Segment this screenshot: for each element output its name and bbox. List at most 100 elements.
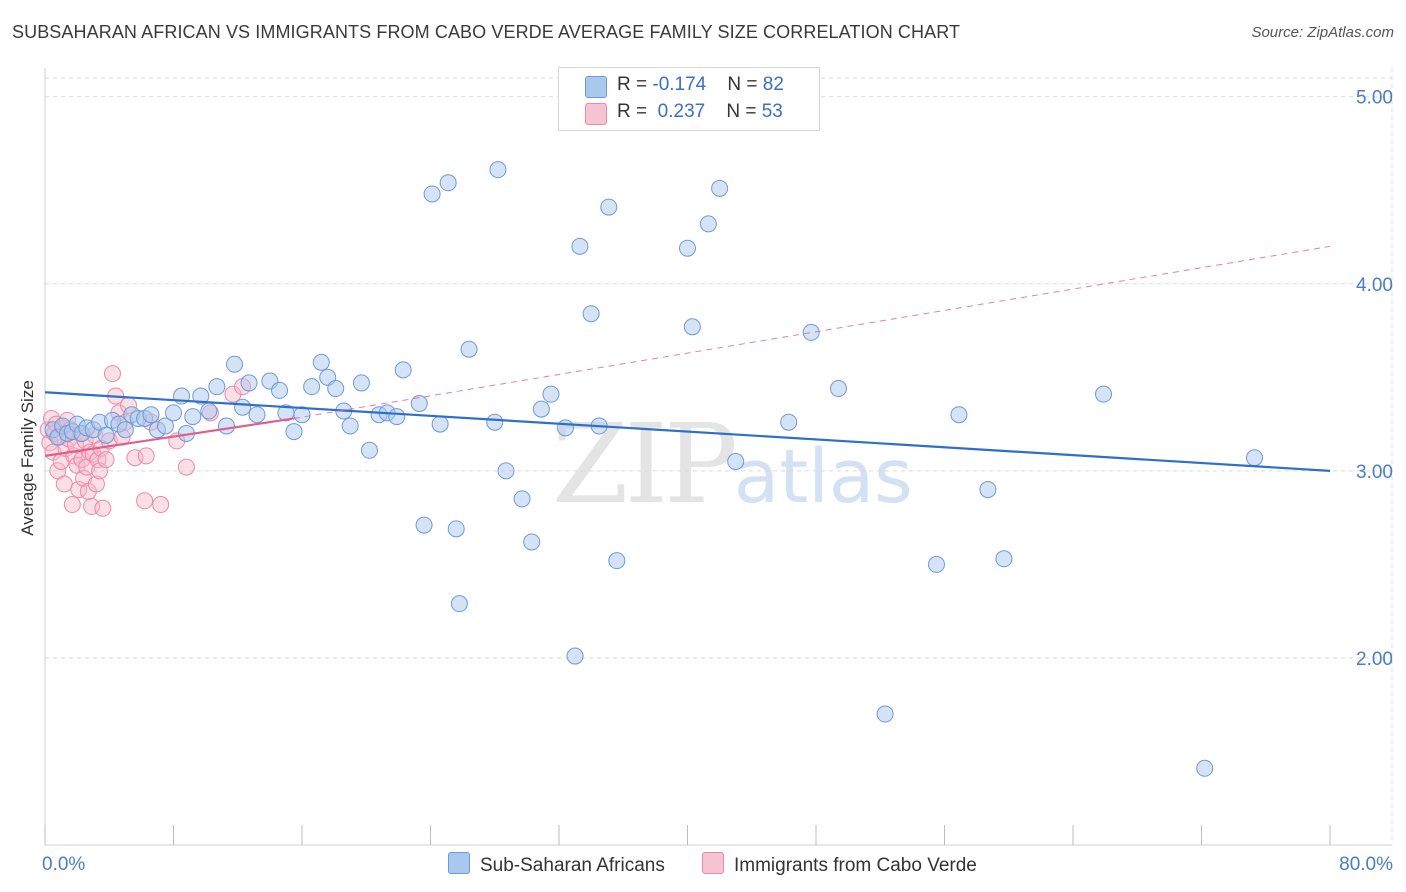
point-subsaharan — [450, 595, 468, 613]
point-subsaharan — [995, 550, 1013, 568]
point-subsaharan — [571, 237, 589, 255]
bottom-legend-swatch-blue — [448, 852, 470, 874]
point-subsaharan — [165, 404, 182, 422]
point-subsaharan — [97, 426, 115, 444]
point-cabo-verde — [136, 492, 154, 510]
bottom-legend-subsaharan: Sub-Saharan Africans — [448, 852, 665, 877]
point-subsaharan — [226, 355, 244, 373]
y-tick-label: 5.00 — [1356, 88, 1393, 109]
y-tick-label: 4.00 — [1356, 275, 1393, 296]
point-subsaharan — [447, 520, 465, 538]
point-subsaharan — [312, 353, 330, 371]
point-subsaharan — [423, 185, 441, 203]
point-cabo-verde — [177, 458, 195, 476]
point-subsaharan — [410, 395, 428, 413]
point-subsaharan — [582, 305, 600, 323]
point-subsaharan — [1095, 385, 1113, 403]
watermark: ZIPatlas — [552, 400, 913, 528]
point-subsaharan — [600, 198, 618, 216]
series-subsaharan-points — [44, 161, 1264, 777]
legend-r-value: 0.237 — [657, 101, 706, 122]
point-cabo-verde — [137, 447, 155, 465]
point-subsaharan — [556, 419, 574, 437]
point-subsaharan — [1196, 759, 1214, 777]
point-cabo-verde — [103, 365, 121, 383]
point-subsaharan — [727, 453, 745, 470]
bottom-legend-label-cabo-verde: Immigrants from Cabo Verde — [734, 855, 977, 876]
axis-labels: 2.00 3.00 4.00 5.00 0.0% 80.0% Average Family … — [18, 88, 1393, 875]
point-subsaharan — [388, 408, 406, 426]
point-subsaharan — [679, 239, 696, 257]
point-subsaharan — [415, 516, 433, 534]
y-tick-label: 2.00 — [1356, 649, 1393, 670]
point-subsaharan — [927, 555, 945, 573]
point-cabo-verde — [94, 499, 112, 517]
chart-title: SUBSAHARAN AFRICAN VS IMMIGRANTS FROM CA… — [12, 22, 961, 42]
point-subsaharan — [240, 374, 258, 392]
point-subsaharan — [234, 398, 252, 416]
point-cabo-verde — [87, 475, 105, 493]
point-subsaharan — [218, 417, 236, 435]
point-subsaharan — [192, 387, 210, 405]
x-tick-label: 0.0% — [42, 854, 85, 875]
legend-n-label: N = — [726, 101, 762, 122]
point-subsaharan — [116, 421, 134, 439]
trend-line-subsaharan — [44, 391, 1331, 472]
bottom-legend-cabo-verde: Immigrants from Cabo Verde — [702, 852, 977, 877]
point-subsaharan — [142, 406, 160, 424]
point-subsaharan — [699, 215, 717, 233]
point-subsaharan — [523, 533, 541, 551]
point-subsaharan — [950, 406, 968, 424]
point-subsaharan — [829, 380, 847, 398]
bottom-legend-label-subsaharan: Sub-Saharan Africans — [480, 855, 665, 876]
point-subsaharan — [460, 340, 478, 358]
trend-lines — [44, 245, 1331, 472]
point-subsaharan — [360, 441, 378, 459]
point-subsaharan — [184, 408, 202, 426]
point-subsaharan — [431, 415, 449, 433]
legend-box: R = -0.174 N = 82 R = 0.237 N = 53 — [558, 67, 820, 131]
point-subsaharan — [271, 381, 289, 399]
point-subsaharan — [285, 423, 303, 441]
point-subsaharan — [608, 552, 626, 570]
point-subsaharan — [513, 490, 531, 508]
point-subsaharan — [532, 400, 550, 418]
legend-n-label: N = — [727, 74, 763, 95]
point-subsaharan — [1246, 449, 1264, 467]
point-subsaharan — [156, 417, 174, 435]
point-subsaharan — [200, 402, 218, 420]
legend-r-value: -0.174 — [652, 74, 707, 95]
source-label: Source: ZipAtlas.com — [1251, 24, 1394, 41]
legend-r-label: R = — [617, 74, 653, 95]
point-subsaharan — [711, 179, 729, 197]
point-cabo-verde — [97, 451, 115, 469]
axes — [44, 68, 1392, 846]
point-subsaharan — [683, 318, 701, 336]
point-subsaharan — [439, 174, 457, 192]
y-tick-label: 3.00 — [1356, 462, 1393, 483]
point-subsaharan — [542, 385, 560, 403]
x-tick-label: 80.0% — [1339, 854, 1393, 875]
watermark-zip: ZIP — [552, 400, 738, 528]
trend-line-cabo-verde — [44, 417, 295, 457]
point-subsaharan — [979, 481, 997, 499]
point-subsaharan — [327, 380, 345, 398]
point-cabo-verde — [152, 496, 170, 514]
point-cabo-verde — [55, 475, 73, 493]
point-cabo-verde — [63, 496, 81, 514]
bottom-legend-swatch-pink — [702, 852, 724, 874]
point-subsaharan — [780, 413, 798, 431]
point-subsaharan — [802, 323, 820, 341]
legend-r-label: R = — [617, 101, 653, 122]
point-subsaharan — [352, 374, 370, 392]
legend-text-subsaharan: R = -0.174 N = 82 — [617, 74, 784, 96]
point-subsaharan — [394, 361, 412, 379]
point-subsaharan — [293, 406, 311, 424]
point-subsaharan — [248, 406, 266, 424]
point-subsaharan — [497, 462, 515, 480]
point-subsaharan — [303, 378, 321, 396]
legend-swatch-blue — [585, 76, 607, 98]
legend-n-value: 82 — [762, 74, 784, 95]
point-cabo-verde — [75, 469, 93, 487]
